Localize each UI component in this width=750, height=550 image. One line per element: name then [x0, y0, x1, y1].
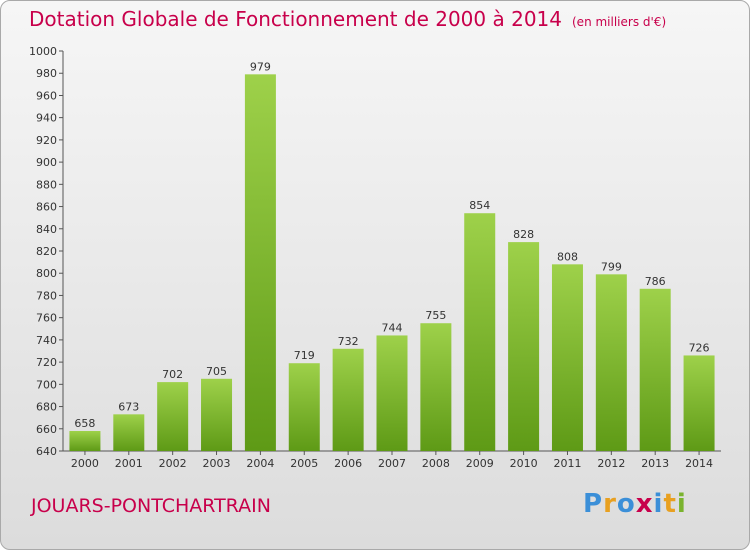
- value-label-2007: 744: [382, 321, 403, 334]
- commune-name: JOUARS-PONTCHARTRAIN: [31, 495, 271, 517]
- y-tick-label: 780: [36, 289, 57, 302]
- value-label-2006: 732: [338, 335, 359, 348]
- y-tick-label: 920: [36, 134, 57, 147]
- y-tick-label: 840: [36, 223, 57, 236]
- x-tick-label-2014: 2014: [685, 457, 713, 470]
- y-tick-label: 660: [36, 423, 57, 436]
- x-tick-label-2009: 2009: [466, 457, 494, 470]
- bar-2009: [464, 213, 496, 451]
- value-label-2000: 658: [74, 417, 95, 430]
- bar-2007: [376, 335, 408, 451]
- bar-2001: [113, 414, 145, 451]
- y-tick-label: 680: [36, 401, 57, 414]
- value-label-2002: 702: [162, 368, 183, 381]
- y-tick-label: 960: [36, 89, 57, 102]
- x-tick-label-2011: 2011: [553, 457, 581, 470]
- value-label-2011: 808: [557, 250, 578, 263]
- bar-2000: [69, 431, 101, 451]
- proxiti-logo: Proxiti: [583, 489, 687, 519]
- x-tick-label-2008: 2008: [422, 457, 450, 470]
- y-tick-label: 980: [36, 67, 57, 80]
- bar-2010: [508, 242, 540, 451]
- bar-2003: [201, 378, 233, 451]
- bar-2006: [332, 348, 364, 451]
- x-tick-label-2010: 2010: [510, 457, 538, 470]
- bar-2013: [639, 288, 671, 451]
- value-label-2009: 854: [469, 199, 490, 212]
- value-label-2005: 719: [294, 349, 315, 362]
- value-label-2012: 799: [601, 260, 622, 273]
- logo-letter: i: [653, 489, 664, 519]
- value-label-2001: 673: [118, 400, 139, 413]
- bar-2004: [244, 74, 276, 451]
- logo-letter: i: [676, 489, 687, 519]
- x-tick-label-2006: 2006: [334, 457, 362, 470]
- x-tick-label-2002: 2002: [159, 457, 187, 470]
- logo-letter: r: [603, 489, 617, 519]
- y-tick-label: 760: [36, 312, 57, 325]
- bar-2014: [683, 355, 715, 451]
- y-tick-label: 720: [36, 356, 57, 369]
- x-tick-label-2013: 2013: [641, 457, 669, 470]
- y-tick-label: 900: [36, 156, 57, 169]
- chart-subtitle: (en milliers d'€): [572, 15, 667, 29]
- y-tick-label: 700: [36, 378, 57, 391]
- value-label-2013: 786: [645, 275, 666, 288]
- x-tick-label-2007: 2007: [378, 457, 406, 470]
- value-label-2010: 828: [513, 228, 534, 241]
- chart-title: Dotation Globale de Fonctionnement de 20…: [29, 7, 667, 31]
- value-label-2004: 979: [250, 60, 271, 73]
- logo-letter: x: [635, 489, 654, 519]
- bar-2002: [157, 382, 189, 451]
- logo-letter: o: [616, 489, 636, 519]
- y-tick-label: 1000: [29, 45, 57, 58]
- value-label-2008: 755: [425, 309, 446, 322]
- x-tick-label-2004: 2004: [246, 457, 274, 470]
- y-tick-label: 860: [36, 201, 57, 214]
- x-tick-label-2003: 2003: [203, 457, 231, 470]
- x-tick-label-2001: 2001: [115, 457, 143, 470]
- logo-letter: P: [583, 489, 604, 519]
- logo-letter: t: [663, 489, 677, 519]
- y-tick-label: 640: [36, 445, 57, 458]
- y-tick-label: 740: [36, 334, 57, 347]
- value-label-2003: 705: [206, 365, 227, 378]
- y-tick-label: 800: [36, 267, 57, 280]
- value-label-2014: 726: [689, 341, 710, 354]
- bar-2005: [288, 363, 320, 451]
- y-tick-label: 880: [36, 178, 57, 191]
- bar-2012: [595, 274, 627, 451]
- x-tick-label-2000: 2000: [71, 457, 99, 470]
- x-tick-label-2012: 2012: [597, 457, 625, 470]
- y-tick-label: 940: [36, 112, 57, 125]
- x-tick-label-2005: 2005: [290, 457, 318, 470]
- bar-2011: [551, 264, 583, 451]
- y-tick-label: 820: [36, 245, 57, 258]
- bar-2008: [420, 323, 452, 451]
